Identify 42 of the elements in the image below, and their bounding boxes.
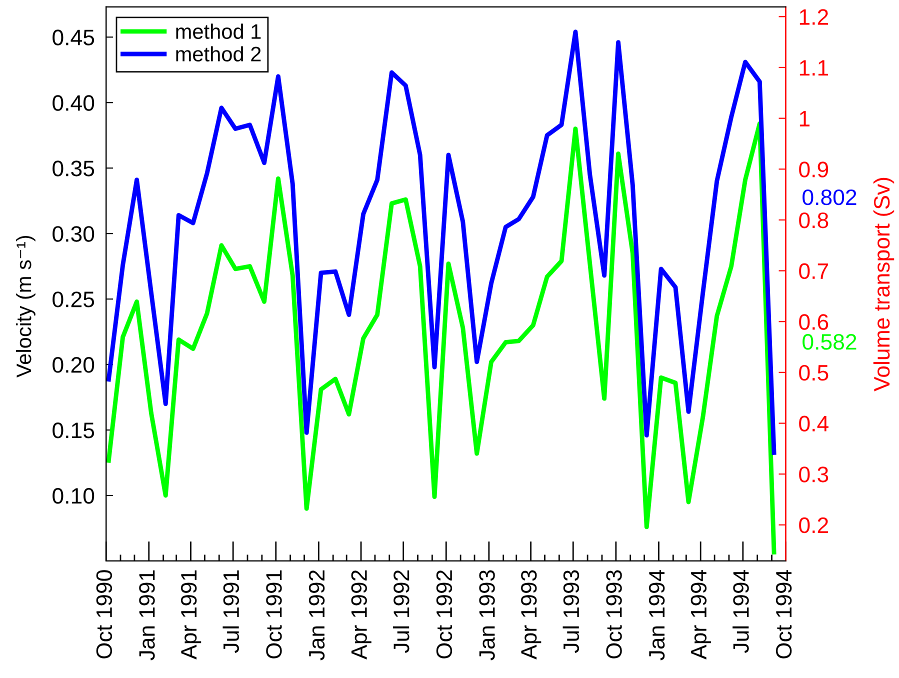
y2-tick-label: 0.9 bbox=[799, 162, 828, 178]
x-tick-label: Jan 1992 bbox=[308, 570, 325, 660]
y-tick-label: 0.40 bbox=[52, 95, 94, 111]
y-tick-label: 0.30 bbox=[52, 226, 94, 242]
x-tick-label: Oct 1990 bbox=[96, 570, 112, 658]
x-tick-label: Jan 1991 bbox=[139, 570, 155, 660]
y2-tick-label: 0.4 bbox=[799, 416, 828, 432]
y-tick-label: 0.10 bbox=[52, 488, 94, 504]
x-tick-label: Oct 1994 bbox=[776, 570, 792, 658]
x-tick-label: Apr 1993 bbox=[521, 570, 542, 660]
y2-tick-label: 0.6 bbox=[799, 314, 828, 330]
y2-tick-label: 0.3 bbox=[799, 466, 828, 482]
x-tick-label: Jul 1991 bbox=[222, 570, 240, 653]
y2-tick-label: 0.8 bbox=[799, 212, 828, 228]
y2-tick-label: 0.2 bbox=[799, 517, 828, 534]
x-tick-label: Jul 1993 bbox=[562, 570, 580, 653]
text: 0.802 bbox=[802, 189, 856, 206]
x-tick-label: Apr 1992 bbox=[351, 570, 372, 660]
x-tick-label: Apr 1994 bbox=[690, 570, 711, 660]
y2-tick-label: 1.2 bbox=[800, 9, 828, 25]
y-axis-title: Velocity (m s⁻¹) bbox=[16, 236, 36, 378]
y-tick-label: 0.20 bbox=[52, 357, 94, 373]
y-tick-label: 0.15 bbox=[52, 422, 94, 438]
x-tick-label: Oct 1992 bbox=[436, 570, 452, 658]
y-tick-label: 0.35 bbox=[52, 160, 94, 176]
x-tick-label: Oct 1993 bbox=[606, 570, 622, 658]
y2-tick-label: 1 bbox=[800, 111, 810, 126]
y-tick-label: 0.25 bbox=[52, 292, 94, 308]
x-tick-label: Jul 1994 bbox=[732, 570, 749, 653]
legend-label: method 1 bbox=[176, 24, 261, 39]
y-tick-label: 0.45 bbox=[52, 30, 94, 46]
legend-label: method 2 bbox=[176, 46, 261, 62]
x-tick-label: Jul 1992 bbox=[392, 570, 410, 653]
y2-tick-label: 0.5 bbox=[799, 364, 828, 381]
x-tick-label: Jan 1994 bbox=[648, 570, 665, 660]
y2-tick-label: 0.7 bbox=[799, 263, 828, 280]
y2-tick-label: 1.1 bbox=[800, 60, 828, 76]
text: 0.582 bbox=[802, 334, 856, 350]
x-tick-label: Oct 1991 bbox=[266, 570, 282, 658]
x-tick-label: Jan 1993 bbox=[479, 570, 495, 660]
x-tick-label: Apr 1991 bbox=[180, 570, 202, 660]
y2-axis-title: Volume transport (Sv) bbox=[873, 178, 894, 392]
